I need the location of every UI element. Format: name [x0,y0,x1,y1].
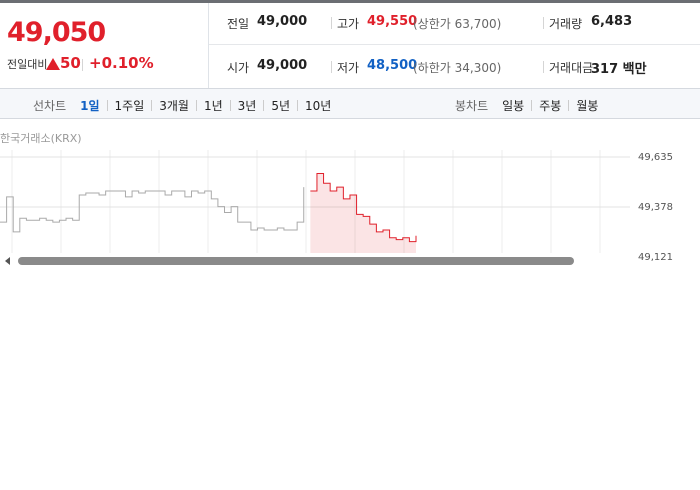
tab-group-label: 봉차트 [455,99,489,113]
line-tabs: 선차트 1일 1주일 3개월 1년 3년 5년 10년 [33,97,331,114]
stat-value: 49,550 [367,14,418,29]
stat-value: 6,483 [591,14,633,29]
stat-label: 고가 [337,17,360,31]
change-rate: +0.10% [89,54,154,72]
separator [151,100,153,111]
up-triangle [46,58,60,70]
stat-value: 49,000 [257,58,308,73]
y-tick-label: 49,121 [638,252,673,263]
separator [531,100,533,111]
stat-label: 거래량 [549,17,583,31]
separator [543,17,544,29]
tab-item[interactable]: 3년 [237,99,257,113]
scroll-arrow[interactable] [5,257,10,265]
tab-item[interactable]: 월봉 [576,99,599,113]
y-tick-label: 49,635 [638,152,673,163]
separator [82,59,83,71]
price-line [310,173,417,243]
tab-item[interactable]: 5년 [271,99,291,113]
stat-label: 저가 [337,61,360,75]
stat-label: 시가 [227,61,250,75]
tab-item[interactable]: 3개월 [159,99,189,113]
stat-value: 317 백만 [591,62,647,77]
stat-note: (하한가 34,300) [413,61,502,75]
change: 50 [60,54,81,72]
tab-item[interactable]: 10년 [305,99,332,113]
price-line [0,187,305,233]
row-divider [209,44,700,45]
separator [297,100,299,111]
price-box: 49,050 전일대비 50 +0.10% [0,3,209,88]
tab-bar: 선차트 1일 1주일 3개월 1년 3년 5년 10년 봉차트 일봉 주봉 월봉 [0,88,700,119]
stat-value: 48,500 [367,58,418,73]
tab-group-label: 선차트 [33,99,67,113]
scrollbar-thumb[interactable] [18,257,574,265]
source: 한국거래소(KRX) [0,132,82,145]
stat-label: 전일 [227,17,250,31]
separator [195,100,197,111]
top-border [0,0,700,3]
tab-item[interactable]: 주봉 [539,99,562,113]
stat-value: 49,000 [257,14,308,29]
separator [543,61,544,73]
price: 49,050 [7,17,106,48]
separator [568,100,570,111]
separator [331,17,332,29]
y-tick-label: 49,378 [638,202,673,213]
separator [331,61,332,73]
separator [263,100,265,111]
candle-tabs: 봉차트 일봉 주봉 월봉 [455,97,598,114]
stat-label: 거래대금 [549,61,594,75]
tab-item[interactable]: 1년 [203,99,223,113]
separator [229,100,231,111]
separator [106,100,108,111]
tab-item[interactable]: 일봉 [502,99,525,113]
chart: 49,121 49,378 49,635 [0,150,673,265]
stat-note: (상한가 63,700) [413,17,502,31]
stats: 전일 49,000 고가 49,550 (상한가 63,700) 거래량 6,483 시가 49… [209,3,700,88]
tab-item[interactable]: 1일 [80,99,100,113]
plot [0,150,630,253]
tab-item[interactable]: 1주일 [114,99,145,113]
change-label: 전일대비 [7,58,48,71]
